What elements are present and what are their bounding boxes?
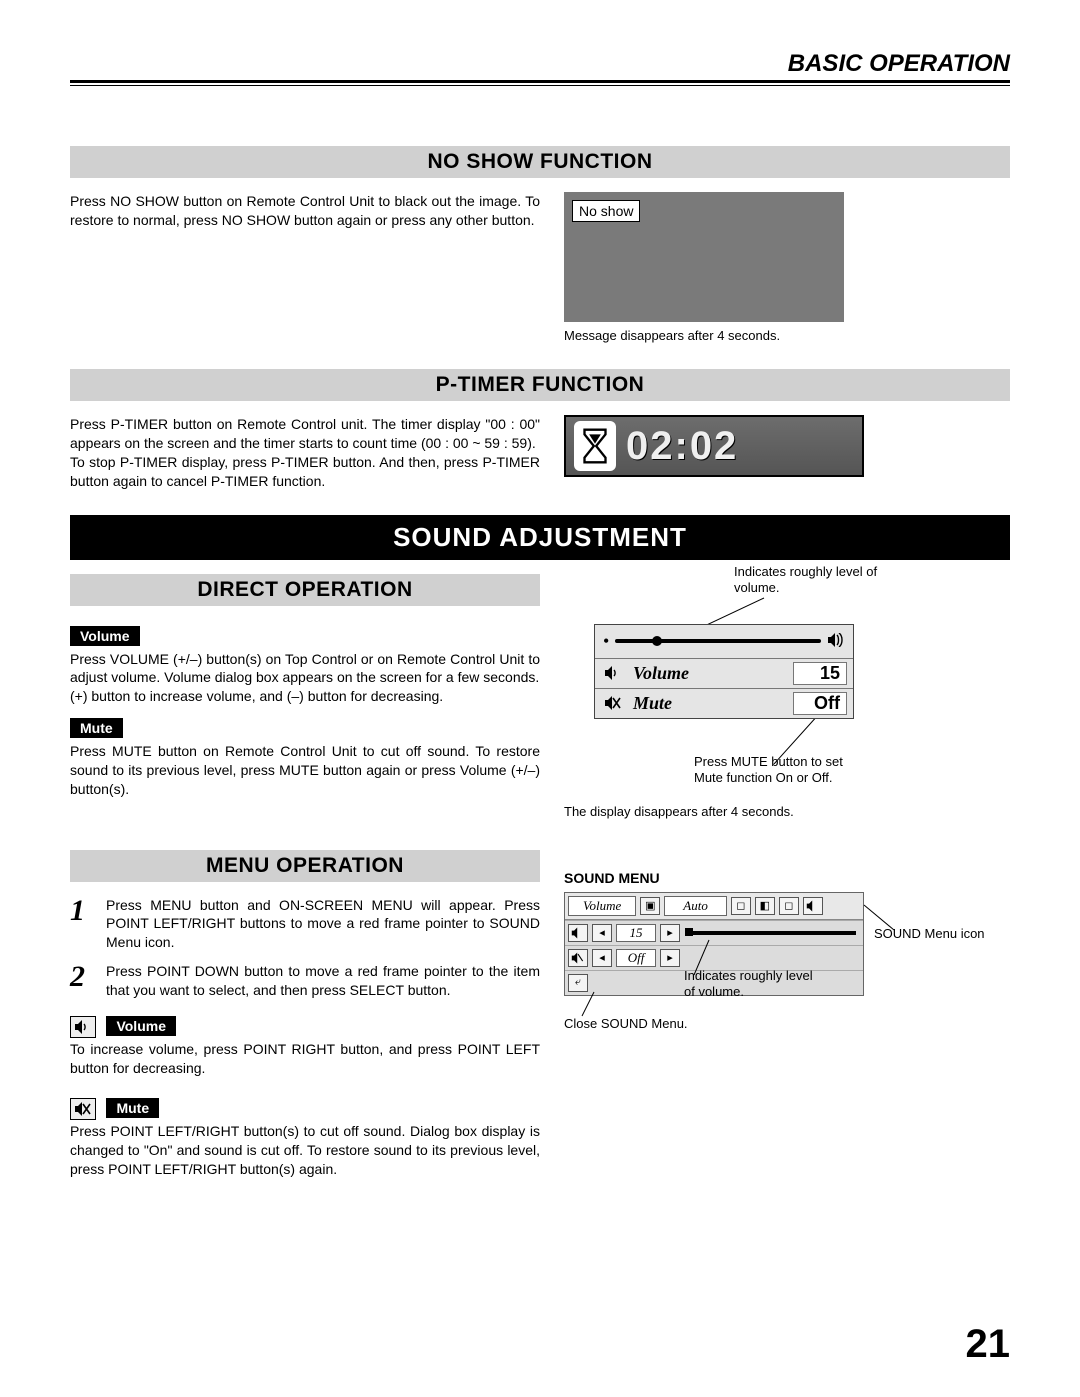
step-2-num: 2: [70, 962, 98, 1000]
sound-menu-heading: SOUND MENU: [564, 870, 1010, 886]
annot-mute: Press MUTE button to set Mute function O…: [694, 754, 874, 788]
step-2-text: Press POINT DOWN button to move a red fr…: [106, 962, 540, 1000]
annot-sound-icon: SOUND Menu icon: [874, 926, 1004, 943]
mute-sublabel: Mute: [70, 718, 123, 738]
arrow-right-icon-2: ▸: [660, 949, 680, 967]
menu-icon-2: ◻: [731, 897, 751, 915]
annot-close: Close SOUND Menu.: [564, 1016, 724, 1033]
volume-row-value: 15: [793, 662, 847, 685]
step-1-text: Press MENU button and ON-SCREEN MENU wil…: [106, 896, 540, 953]
volume-dialog: • Volume 15 Mute Off: [594, 624, 854, 719]
mute-row-value: Off: [793, 692, 847, 715]
header-rule: [70, 85, 1010, 86]
mute-text: Press MUTE button on Remote Control Unit…: [70, 742, 540, 799]
menu-icon-1: ▣: [640, 897, 660, 915]
speaker-icon: [601, 666, 625, 680]
volume-sublabel: Volume: [70, 626, 140, 646]
ptimer-value: 02:02: [626, 424, 738, 469]
close-menu-icon: ⤶: [568, 974, 588, 992]
ptimer-title: P-TIMER FUNCTION: [70, 369, 1010, 401]
page-number: 21: [966, 1322, 1011, 1367]
auto-dropdown: Auto: [664, 896, 727, 916]
volume-row-label: Volume: [633, 663, 785, 684]
arrow-left-icon-2: ◂: [592, 949, 612, 967]
direct-op-title: DIRECT OPERATION: [70, 574, 540, 606]
volume-inline-icon: [70, 1016, 96, 1038]
annot-level: Indicates roughly level of volume.: [734, 564, 894, 598]
sound-menu-icon: [803, 897, 823, 915]
menu-op-title: MENU OPERATION: [70, 850, 540, 882]
no-show-preview: No show: [564, 192, 844, 322]
row-vol-icon: [568, 924, 588, 942]
volume-text-1: Press VOLUME (+/–) button(s) on Top Cont…: [70, 650, 540, 688]
menu-icon-4: ◻: [779, 897, 799, 915]
ptimer-display: 02:02: [564, 415, 864, 477]
speaker-max-icon: [827, 631, 845, 652]
no-show-text: Press NO SHOW button on Remote Control U…: [70, 192, 540, 230]
menu-vol-value: 15: [616, 924, 656, 942]
step-1-num: 1: [70, 896, 98, 953]
menu-slider: [688, 931, 856, 935]
menu-mute-value: Off: [616, 949, 656, 967]
menu-dropdown: Volume: [568, 896, 636, 916]
ptimer-text-2: To stop P-TIMER display, press P-TIMER b…: [70, 453, 540, 491]
mute-inline-icon: [70, 1098, 96, 1120]
volume-slider: [615, 639, 821, 643]
menu-icon-3: ◧: [755, 897, 775, 915]
volume-text-2: (+) button to increase volume, and (–) b…: [70, 687, 540, 706]
row-mute-icon: [568, 949, 588, 967]
sound-band: SOUND ADJUSTMENT: [70, 515, 1010, 560]
no-show-title: NO SHOW FUNCTION: [70, 146, 1010, 178]
dialog-caption: The display disappears after 4 seconds.: [564, 804, 794, 819]
menu-volume-label: Volume: [106, 1016, 176, 1036]
menu-mute-label: Mute: [106, 1098, 159, 1118]
ptimer-text-1: Press P-TIMER button on Remote Control u…: [70, 415, 540, 453]
arrow-left-icon: ◂: [592, 924, 612, 942]
no-show-caption: Message disappears after 4 seconds.: [564, 328, 1010, 343]
mute-row-label: Mute: [633, 693, 785, 714]
annot-level-2: Indicates roughly level of volume.: [684, 968, 824, 1002]
arrow-right-icon: ▸: [660, 924, 680, 942]
no-show-label: No show: [572, 200, 640, 222]
menu-mute-help: Press POINT LEFT/RIGHT button(s) to cut …: [70, 1122, 540, 1179]
menu-volume-help: To increase volume, press POINT RIGHT bu…: [70, 1040, 540, 1078]
hourglass-icon: [574, 421, 616, 471]
page-header: BASIC OPERATION: [70, 50, 1010, 83]
mute-icon: [601, 696, 625, 710]
